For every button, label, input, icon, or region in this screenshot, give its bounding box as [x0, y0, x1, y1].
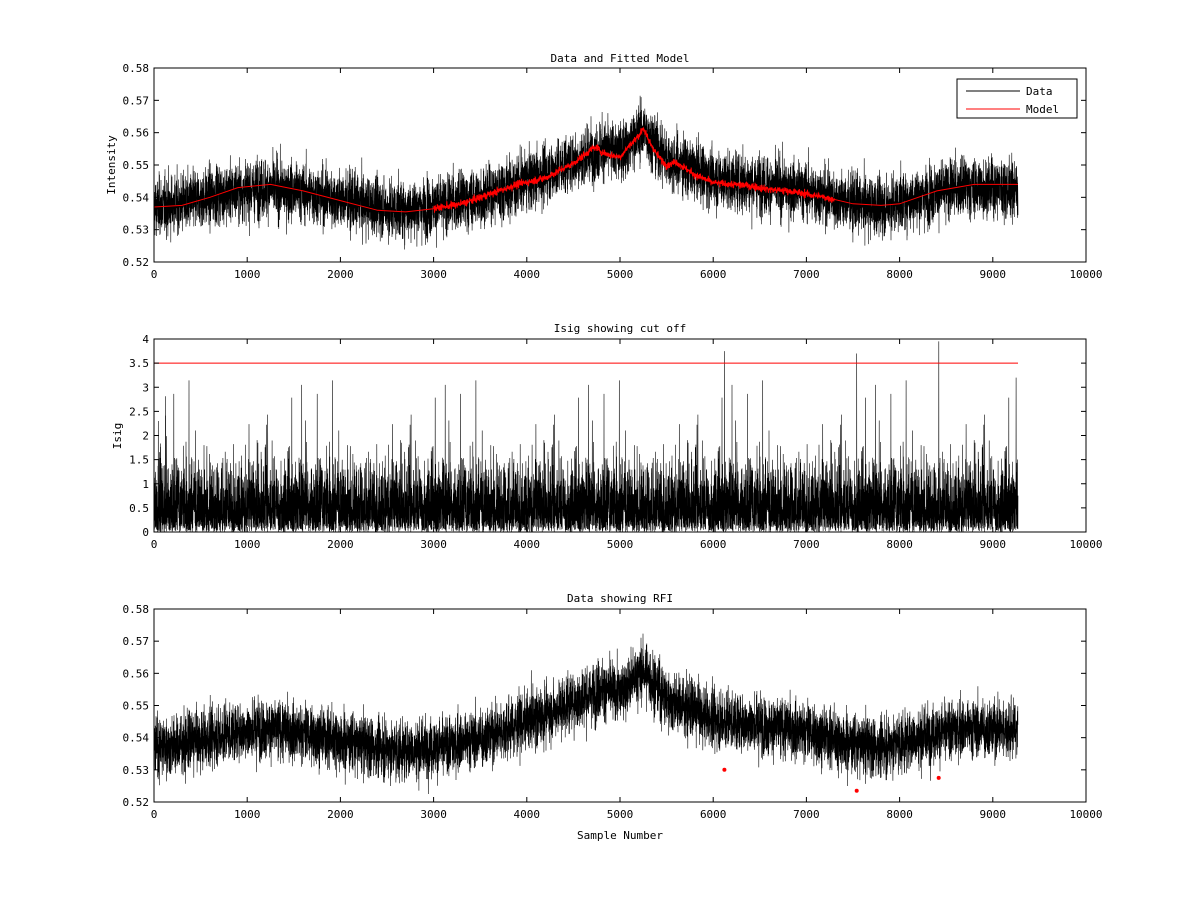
x-tick-label: 3000 — [420, 268, 447, 281]
x-tick-label: 0 — [151, 808, 158, 821]
legend-entry-data: Data — [1026, 85, 1053, 98]
x-tick-label: 3000 — [420, 808, 447, 821]
y-tick-label: 0.54 — [123, 191, 150, 204]
y-tick-label: 0.55 — [123, 159, 150, 172]
x-tick-label: 10000 — [1069, 268, 1102, 281]
x-tick-label: 7000 — [793, 808, 820, 821]
x-tick-label: 6000 — [700, 538, 727, 551]
x-tick-label: 2000 — [327, 808, 354, 821]
x-tick-label: 9000 — [980, 808, 1007, 821]
y-tick-label: 0.52 — [123, 796, 150, 809]
x-tick-label: 2000 — [327, 268, 354, 281]
x-axis-label: Sample Number — [577, 829, 663, 842]
y-tick-label: 0.5 — [129, 502, 149, 515]
y-tick-label: 0.55 — [123, 700, 150, 713]
plot-area — [154, 95, 1019, 250]
x-tick-label: 8000 — [886, 808, 913, 821]
y-tick-label: 0.56 — [123, 127, 150, 140]
rfi-point — [722, 767, 727, 772]
x-tick-label: 7000 — [793, 268, 820, 281]
y-tick-label: 0.58 — [123, 62, 150, 75]
x-tick-label: 4000 — [514, 268, 541, 281]
x-tick-label: 1000 — [234, 538, 261, 551]
y-tick-label: 0.56 — [123, 667, 150, 680]
x-tick-label: 5000 — [607, 268, 634, 281]
y-tick-label: 0.53 — [123, 764, 150, 777]
chart-title: Isig showing cut off — [554, 322, 686, 335]
chart-title: Data and Fitted Model — [550, 52, 689, 65]
x-tick-label: 7000 — [793, 538, 820, 551]
panel-data-rfi: Data showing RFI Sample Number 0 1000 2000… — [123, 592, 1103, 842]
x-tick-label: 6000 — [700, 808, 727, 821]
y-tick-label: 0.54 — [123, 732, 150, 745]
panel-data-and-model: Data and Fitted Model Intensity 0 1000 200… — [105, 52, 1103, 281]
x-tick-label: 5000 — [607, 538, 634, 551]
y-tick-label: 3 — [142, 381, 149, 394]
y-tick-label: 2 — [142, 430, 149, 443]
x-tick-label: 4000 — [514, 808, 541, 821]
axes: 0 1000 2000 3000 4000 5000 6000 7000 8000 9000 100… — [129, 333, 1102, 551]
x-tick-label: 4000 — [514, 538, 541, 551]
y-axis-label: Intensity — [105, 135, 118, 195]
y-tick-label: 1 — [142, 478, 149, 491]
y-tick-label: 0 — [142, 526, 149, 539]
series-0-line — [154, 341, 1019, 532]
x-tick-label: 8000 — [886, 538, 913, 551]
y-tick-label: 0.52 — [123, 256, 150, 269]
y-tick-label: 4 — [142, 333, 149, 346]
x-tick-label: 9000 — [980, 268, 1007, 281]
x-tick-label: 10000 — [1069, 538, 1102, 551]
y-tick-label: 0.53 — [123, 224, 150, 237]
x-tick-label: 1000 — [234, 268, 261, 281]
x-tick-label: 6000 — [700, 268, 727, 281]
x-tick-label: 8000 — [886, 268, 913, 281]
series-0-line — [154, 95, 1019, 250]
x-tick-label: 5000 — [607, 808, 634, 821]
x-tick-label: 3000 — [420, 538, 447, 551]
x-tick-label: 10000 — [1069, 808, 1102, 821]
legend-box — [956, 78, 1078, 119]
y-tick-label: 0.57 — [123, 94, 150, 107]
rfi-point — [854, 788, 859, 793]
x-tick-label: 0 — [151, 538, 158, 551]
y-tick-label: 2.5 — [129, 405, 149, 418]
plot-area — [154, 633, 1019, 795]
x-tick-label: 1000 — [234, 808, 261, 821]
plot-area — [154, 341, 1019, 532]
y-axis-label: Isig — [111, 423, 124, 450]
legend: Data Model — [956, 78, 1078, 119]
x-tick-label: 2000 — [327, 538, 354, 551]
panel-isig: Isig showing cut off Isig 0 1000 2000 3000 4… — [111, 322, 1103, 551]
x-tick-label: 9000 — [980, 538, 1007, 551]
axes: 0 1000 2000 3000 4000 5000 6000 7000 8000 9000 100… — [123, 603, 1103, 821]
y-tick-label: 0.58 — [123, 603, 150, 616]
rfi-point — [936, 775, 941, 780]
legend-entry-model: Model — [1026, 103, 1059, 116]
y-tick-label: 1.5 — [129, 454, 149, 467]
axes: 0 1000 2000 3000 4000 5000 6000 7000 8000 9000 100… — [123, 62, 1103, 281]
y-tick-label: 0.57 — [123, 635, 150, 648]
y-tick-label: 3.5 — [129, 357, 149, 370]
series-1-line-detail — [433, 127, 835, 213]
chart-title: Data showing RFI — [567, 592, 673, 605]
series-0-line — [154, 633, 1019, 795]
x-tick-label: 0 — [151, 268, 158, 281]
